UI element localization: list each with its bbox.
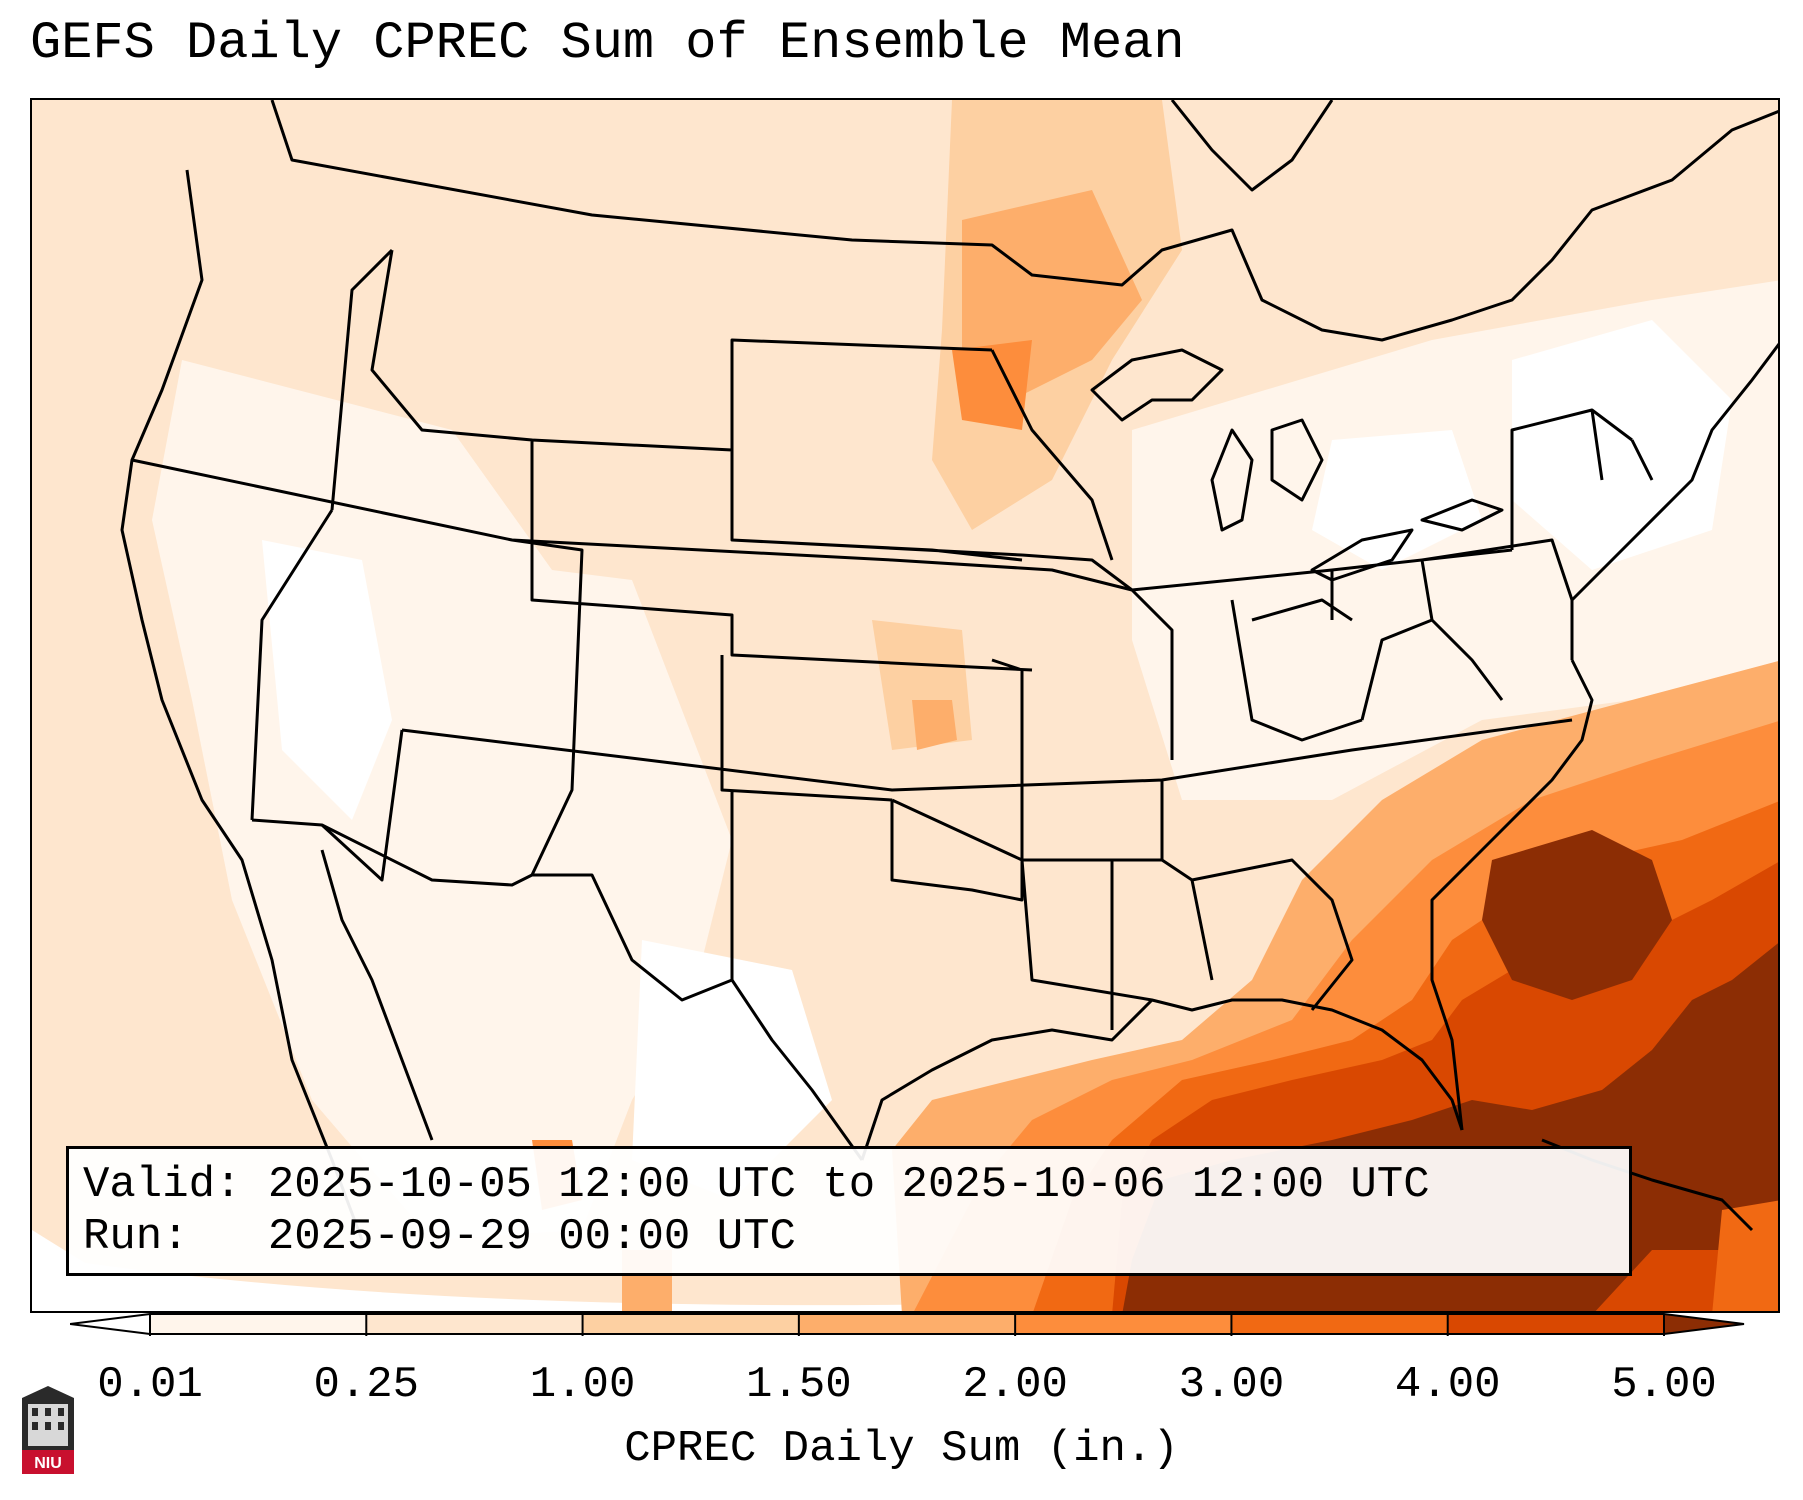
atlantic-coast-north <box>1570 342 1778 660</box>
colorbar-tick-label: 0.01 <box>97 1360 203 1410</box>
colorbar-ticks <box>149 1314 1665 1336</box>
map-canvas <box>32 100 1778 1311</box>
colorbar-title: CPREC Daily Sum (in.) <box>624 1424 1179 1474</box>
colorbar-segment <box>366 1314 584 1334</box>
colorbar-tick-label: 2.00 <box>962 1360 1068 1410</box>
valid-run-info-box: Valid: 2025-10-05 12:00 UTC to 2025-10-0… <box>66 1146 1632 1276</box>
colorbar-tick-label: 3.00 <box>1178 1360 1285 1410</box>
colorbar-tick-label: 5.00 <box>1611 1360 1717 1410</box>
colorbar-tick-label: 1.00 <box>529 1360 636 1410</box>
colorbar-over-extension <box>1664 1314 1744 1334</box>
map-title: GEFS Daily CPREC Sum of Ensemble Mean <box>30 14 1185 73</box>
colorbar-segment <box>798 1314 1016 1334</box>
valid-time-label: Valid: 2025-10-05 12:00 UTC to 2025-10-0… <box>83 1160 1430 1210</box>
pacific-coastline <box>120 169 364 1241</box>
us-mexico-border <box>251 818 864 1161</box>
colorbar-segments <box>150 1314 1665 1334</box>
gulf-coast <box>860 998 1464 1161</box>
canada-border <box>270 100 1778 342</box>
colorbar-tick-label: 0.25 <box>313 1360 420 1410</box>
colorbar-segment <box>1447 1314 1665 1334</box>
colorbar-tick-label: 4.00 <box>1394 1360 1501 1410</box>
precip-shading <box>32 100 1778 1311</box>
florida-east-coast <box>1430 659 1594 1131</box>
colorbar-segment <box>1015 1314 1232 1334</box>
hudson-bay-coast <box>1170 100 1334 192</box>
colorbar-under-extension <box>70 1314 150 1334</box>
state-lines <box>131 248 1654 1030</box>
boundaries <box>120 100 1778 1241</box>
baja-peninsula <box>320 849 434 1141</box>
colorbar-segment <box>582 1314 800 1334</box>
precipitation-map <box>30 98 1780 1313</box>
colorbar-segment <box>1231 1314 1449 1334</box>
niu-logo: NIU <box>22 1386 74 1474</box>
great-lakes <box>1090 348 1504 582</box>
colorbar <box>70 1313 1745 1336</box>
colorbar-tick-label: 1.50 <box>746 1360 852 1410</box>
logo-text: NIU <box>34 1455 62 1472</box>
run-time-label: Run: 2025-09-29 00:00 UTC <box>83 1212 796 1262</box>
colorbar-segment <box>150 1314 367 1334</box>
